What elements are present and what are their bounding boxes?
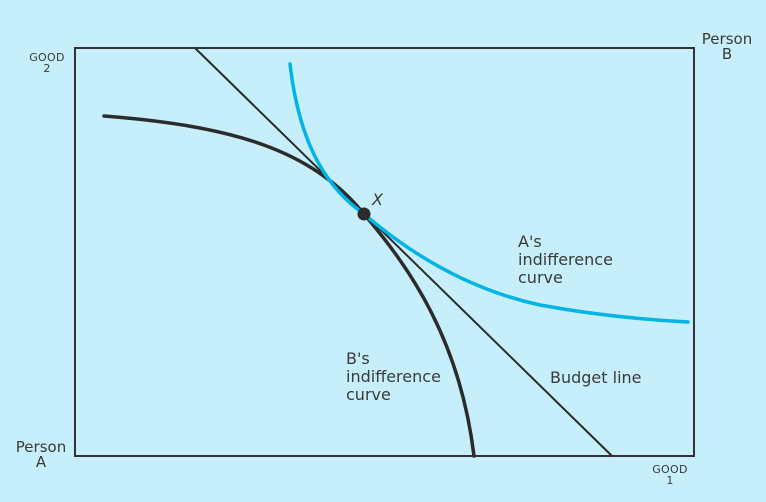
person-b-label-line1: Person xyxy=(701,30,753,48)
b-curve-label-line3: curve xyxy=(346,385,391,404)
edgeworth-box-frame xyxy=(74,47,695,457)
b-curve-label-line2: indifference xyxy=(346,367,441,386)
a-indifference-curve-label: A's indifference curve xyxy=(518,233,613,287)
person-a-label-line1: Person xyxy=(15,438,67,456)
good-2-label-text: GOOD xyxy=(29,51,65,64)
point-x-label: X xyxy=(372,190,383,209)
b-indifference-curve xyxy=(102,114,476,458)
budget-line-label: Budget line xyxy=(550,368,642,387)
good-2-label-number: 2 xyxy=(43,62,51,75)
budget-line xyxy=(194,47,613,457)
a-indifference-curve xyxy=(288,62,690,324)
good-1-axis-label: GOOD 1 xyxy=(645,464,695,486)
person-a-label-line2: A xyxy=(35,453,47,471)
good-1-label-number: 1 xyxy=(666,474,674,487)
b-indifference-curve-label: B's indifference curve xyxy=(346,350,441,404)
person-b-label-line2: B xyxy=(721,45,733,63)
good-2-axis-label: GOOD 2 xyxy=(22,52,72,74)
tangency-point-x xyxy=(357,207,371,221)
a-curve-label-line2: indifference xyxy=(518,250,613,269)
good-1-label-text: GOOD xyxy=(652,463,688,476)
a-curve-label-line1: A's xyxy=(518,232,542,251)
b-curve-label-line1: B's xyxy=(346,349,370,368)
a-curve-label-line3: curve xyxy=(518,268,563,287)
person-a-label: Person A xyxy=(8,440,74,470)
person-b-label: Person B xyxy=(694,32,760,62)
